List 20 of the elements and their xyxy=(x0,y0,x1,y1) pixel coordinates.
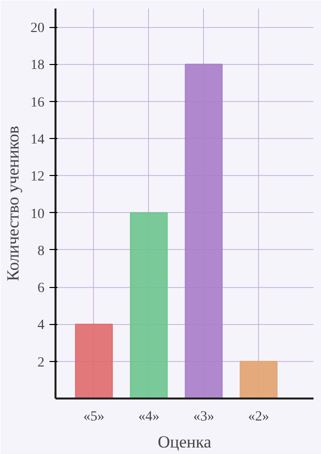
x-tick-label: «4» xyxy=(138,410,160,424)
x-tick-label: «3» xyxy=(193,410,214,424)
y-axis-title: Количество учеников xyxy=(4,126,22,282)
bar xyxy=(130,212,168,398)
y-tick-label: 2 xyxy=(38,355,44,370)
bar xyxy=(240,360,278,398)
y-tick-label: 8 xyxy=(38,244,44,259)
x-tick-label: «5» xyxy=(83,410,104,424)
bar xyxy=(75,324,113,398)
y-tick-label: 6 xyxy=(38,281,44,296)
x-axis-title: Оценка xyxy=(158,432,212,452)
y-tick-label: 12 xyxy=(30,170,44,185)
y-tick-label: 10 xyxy=(30,206,44,222)
y-tick-label: 20 xyxy=(30,21,44,36)
bar xyxy=(184,64,223,398)
y-tick-label: 14 xyxy=(30,132,44,148)
x-tick-label: «2» xyxy=(248,410,270,424)
y-tick-label: 16 xyxy=(30,95,44,110)
y-tick-label: 18 xyxy=(30,58,44,74)
y-tick-label: 4 xyxy=(38,318,44,334)
